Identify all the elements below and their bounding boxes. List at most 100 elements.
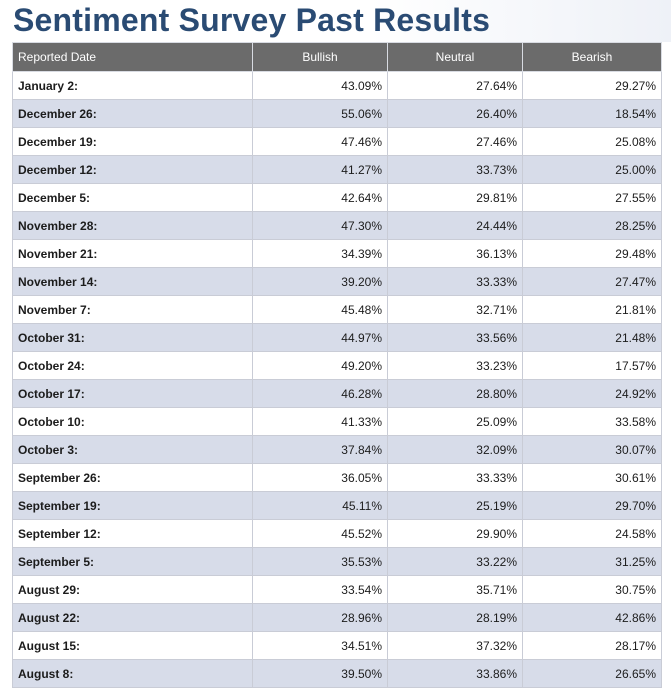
table-row: September 19: 45.11% 25.19% 29.70%	[12, 491, 662, 520]
bearish-cell: 29.70%	[522, 491, 662, 520]
reported-date-cell: September 19:	[12, 491, 253, 520]
bearish-cell: 29.48%	[522, 239, 662, 268]
reported-date-cell: November 14:	[12, 267, 253, 296]
bearish-cell: 42.86%	[522, 603, 662, 632]
reported-date-cell: September 26:	[12, 463, 253, 492]
neutral-cell: 37.32%	[387, 631, 523, 660]
table-row: August 22: 28.96% 28.19% 42.86%	[12, 603, 662, 632]
reported-date-cell: October 10:	[12, 407, 253, 436]
bullish-cell: 43.09%	[252, 71, 388, 100]
bullish-cell: 39.20%	[252, 267, 388, 296]
bullish-cell: 37.84%	[252, 435, 388, 464]
table-row: August 8: 39.50% 33.86% 26.65%	[12, 659, 662, 688]
bearish-cell: 26.65%	[522, 659, 662, 688]
neutral-cell: 33.86%	[387, 659, 523, 688]
table-row: November 7: 45.48% 32.71% 21.81%	[12, 295, 662, 324]
reported-date-cell: October 31:	[12, 323, 253, 352]
bullish-cell: 41.33%	[252, 407, 388, 436]
reported-date-cell: November 7:	[12, 295, 253, 324]
neutral-cell: 27.46%	[387, 127, 523, 156]
bearish-cell: 25.00%	[522, 155, 662, 184]
bearish-cell: 17.57%	[522, 351, 662, 380]
table-header: Reported Date Bullish Neutral Bearish	[12, 42, 662, 72]
bullish-cell: 47.46%	[252, 127, 388, 156]
table-row: October 24: 49.20% 33.23% 17.57%	[12, 351, 662, 380]
bearish-cell: 29.27%	[522, 71, 662, 100]
header-neutral[interactable]: Neutral	[387, 42, 523, 72]
reported-date-cell: August 22:	[12, 603, 253, 632]
neutral-cell: 32.09%	[387, 435, 523, 464]
reported-date-cell: November 21:	[12, 239, 253, 268]
table-row: November 14: 39.20% 33.33% 27.47%	[12, 267, 662, 296]
table-row: August 29: 33.54% 35.71% 30.75%	[12, 575, 662, 604]
bullish-cell: 28.96%	[252, 603, 388, 632]
neutral-cell: 33.33%	[387, 463, 523, 492]
bearish-cell: 33.58%	[522, 407, 662, 436]
reported-date-cell: September 5:	[12, 547, 253, 576]
bullish-cell: 45.52%	[252, 519, 388, 548]
neutral-cell: 26.40%	[387, 99, 523, 128]
neutral-cell: 33.73%	[387, 155, 523, 184]
bullish-cell: 42.64%	[252, 183, 388, 212]
neutral-cell: 33.22%	[387, 547, 523, 576]
reported-date-cell: January 2:	[12, 71, 253, 100]
bullish-cell: 36.05%	[252, 463, 388, 492]
header-reported-date[interactable]: Reported Date	[12, 42, 253, 72]
bullish-cell: 34.39%	[252, 239, 388, 268]
table-row: September 12: 45.52% 29.90% 24.58%	[12, 519, 662, 548]
bearish-cell: 27.47%	[522, 267, 662, 296]
neutral-cell: 33.56%	[387, 323, 523, 352]
bearish-cell: 21.81%	[522, 295, 662, 324]
bearish-cell: 25.08%	[522, 127, 662, 156]
neutral-cell: 25.09%	[387, 407, 523, 436]
bearish-cell: 30.07%	[522, 435, 662, 464]
reported-date-cell: December 5:	[12, 183, 253, 212]
bullish-cell: 45.11%	[252, 491, 388, 520]
table-row: October 3: 37.84% 32.09% 30.07%	[12, 435, 662, 464]
bearish-cell: 18.54%	[522, 99, 662, 128]
bearish-cell: 30.75%	[522, 575, 662, 604]
neutral-cell: 29.81%	[387, 183, 523, 212]
results-table: Reported Date Bullish Neutral Bearish Ja…	[12, 42, 662, 688]
bullish-cell: 49.20%	[252, 351, 388, 380]
table-body: January 2: 43.09% 27.64% 29.27% December 26:…	[12, 71, 662, 688]
bullish-cell: 55.06%	[252, 99, 388, 128]
bearish-cell: 28.17%	[522, 631, 662, 660]
table-row: November 28: 47.30% 24.44% 28.25%	[12, 211, 662, 240]
table-row: November 21: 34.39% 36.13% 29.48%	[12, 239, 662, 268]
bearish-cell: 30.61%	[522, 463, 662, 492]
table-row: December 26: 55.06% 26.40% 18.54%	[12, 99, 662, 128]
bearish-cell: 21.48%	[522, 323, 662, 352]
header-bullish[interactable]: Bullish	[252, 42, 388, 72]
bullish-cell: 47.30%	[252, 211, 388, 240]
bullish-cell: 46.28%	[252, 379, 388, 408]
neutral-cell: 27.64%	[387, 71, 523, 100]
reported-date-cell: August 29:	[12, 575, 253, 604]
title-bar: Sentiment Survey Past Results	[0, 0, 671, 42]
neutral-cell: 28.80%	[387, 379, 523, 408]
bullish-cell: 33.54%	[252, 575, 388, 604]
bullish-cell: 44.97%	[252, 323, 388, 352]
neutral-cell: 33.33%	[387, 267, 523, 296]
neutral-cell: 35.71%	[387, 575, 523, 604]
neutral-cell: 33.23%	[387, 351, 523, 380]
table-row: October 17: 46.28% 28.80% 24.92%	[12, 379, 662, 408]
reported-date-cell: December 19:	[12, 127, 253, 156]
neutral-cell: 28.19%	[387, 603, 523, 632]
bearish-cell: 24.92%	[522, 379, 662, 408]
bearish-cell: 27.55%	[522, 183, 662, 212]
bearish-cell: 31.25%	[522, 547, 662, 576]
reported-date-cell: August 8:	[12, 659, 253, 688]
table-row: September 26: 36.05% 33.33% 30.61%	[12, 463, 662, 492]
bullish-cell: 35.53%	[252, 547, 388, 576]
reported-date-cell: October 3:	[12, 435, 253, 464]
header-bearish[interactable]: Bearish	[522, 42, 662, 72]
table-row: December 19: 47.46% 27.46% 25.08%	[12, 127, 662, 156]
neutral-cell: 29.90%	[387, 519, 523, 548]
reported-date-cell: August 15:	[12, 631, 253, 660]
bearish-cell: 28.25%	[522, 211, 662, 240]
bullish-cell: 34.51%	[252, 631, 388, 660]
neutral-cell: 24.44%	[387, 211, 523, 240]
bullish-cell: 39.50%	[252, 659, 388, 688]
